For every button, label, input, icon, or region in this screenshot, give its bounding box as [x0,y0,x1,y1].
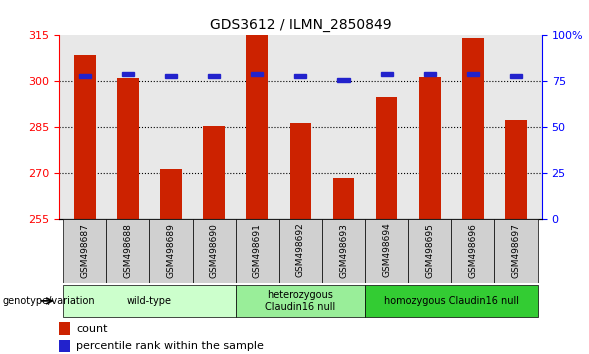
Bar [408,219,451,283]
Bar [294,74,306,78]
Text: percentile rank within the sample: percentile rank within the sample [77,341,264,351]
Bar [494,219,538,283]
Bar [208,74,220,78]
Bar [150,219,193,283]
Bar [246,35,268,219]
Bar [467,72,479,76]
Bar [79,74,91,78]
Text: GSM498691: GSM498691 [253,223,262,278]
Bar [63,219,107,283]
Bar [252,72,263,76]
Bar [462,39,484,219]
Bar [165,74,177,78]
Bar [122,72,134,76]
Bar [451,219,494,283]
Text: GSM498697: GSM498697 [511,223,521,278]
Text: GSM498693: GSM498693 [339,223,348,278]
Bar [365,219,408,283]
Text: GSM498696: GSM498696 [468,223,477,278]
Bar [322,219,365,283]
Bar [505,120,527,219]
Bar [510,74,522,78]
Text: genotype/variation: genotype/variation [3,296,95,306]
Bar [423,72,436,76]
Text: GSM498695: GSM498695 [425,223,434,278]
Text: GSM498688: GSM498688 [124,223,133,278]
Bar [337,78,349,82]
Text: GSM498687: GSM498687 [80,223,90,278]
Bar [107,219,150,283]
Text: GSM498692: GSM498692 [296,223,305,278]
Bar [236,285,365,317]
Bar [290,123,311,219]
Bar [193,219,236,283]
Bar [365,285,538,317]
Bar [380,72,393,76]
Text: heterozygous
Claudin16 null: heterozygous Claudin16 null [265,290,336,312]
Bar [376,97,398,219]
Bar [279,219,322,283]
Text: homozygous Claudin16 null: homozygous Claudin16 null [384,296,519,306]
Bar [203,126,225,219]
Text: wild-type: wild-type [127,296,172,306]
Title: GDS3612 / ILMN_2850849: GDS3612 / ILMN_2850849 [210,18,391,32]
Bar [74,55,95,219]
Text: GSM498690: GSM498690 [210,223,219,278]
Text: GSM498689: GSM498689 [167,223,176,278]
Text: GSM498694: GSM498694 [382,223,391,278]
Bar [59,340,71,352]
Bar [59,322,71,335]
Bar [236,219,279,283]
Bar [419,77,441,219]
Bar [160,169,182,219]
Text: count: count [77,324,108,333]
Bar [63,285,236,317]
Bar [117,78,138,219]
Bar [333,178,355,219]
